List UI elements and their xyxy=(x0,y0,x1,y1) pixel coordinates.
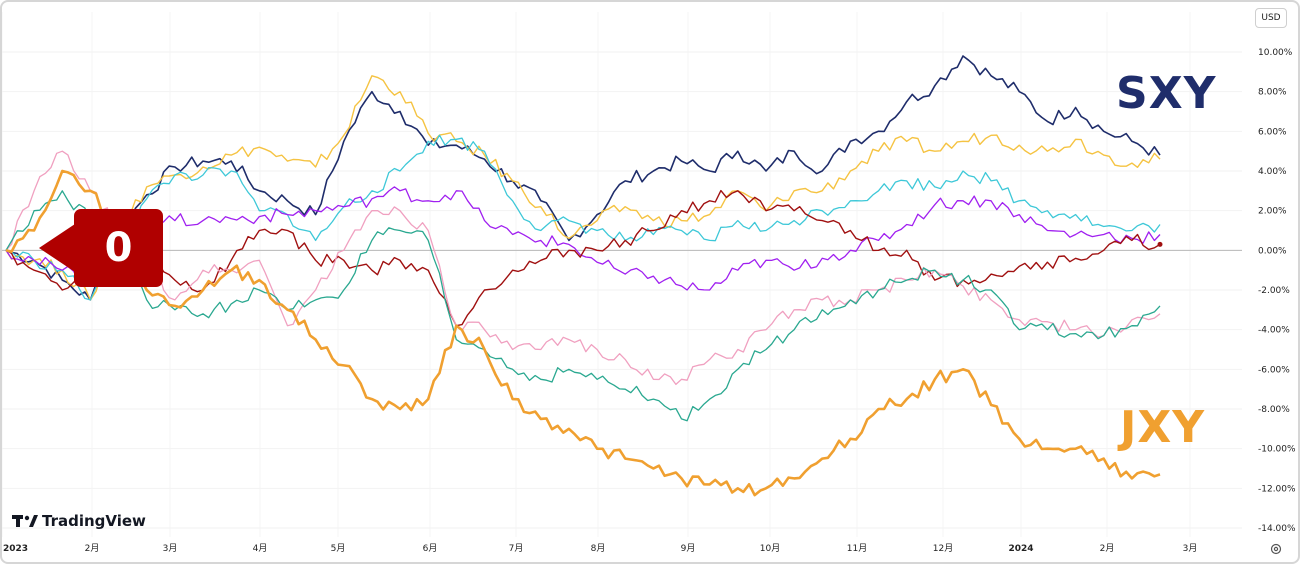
x-tick-label: 11月 xyxy=(847,543,867,554)
series-line-2 xyxy=(5,134,1161,301)
series-lines xyxy=(5,55,1163,497)
x-tick-label: 7月 xyxy=(509,543,524,554)
series-line-4 xyxy=(5,189,1161,327)
y-axis: 10.00% 8.00% 6.00% 4.00% 2.00% 0.00% -2.00% -4.… xyxy=(1258,48,1296,534)
y-tick-label: 10.00% xyxy=(1258,48,1293,58)
x-tick-label: 3月 xyxy=(163,543,178,554)
x-tick-label: 6月 xyxy=(423,543,438,554)
y-tick-label: 0.00% xyxy=(1258,246,1287,256)
y-tick-label: 2.00% xyxy=(1258,207,1287,217)
x-tick-label: 8月 xyxy=(591,543,606,554)
series-line-3 xyxy=(5,186,1161,291)
x-tick-label: 2024 xyxy=(1008,544,1033,554)
series-line-6 xyxy=(5,190,1161,422)
callout-arrow xyxy=(39,224,75,272)
jxy-label: JXY xyxy=(1120,402,1206,453)
x-tick-label: 2月 xyxy=(85,543,100,554)
tradingview-mark-icon xyxy=(12,514,38,528)
x-tick-label: 5月 xyxy=(331,543,346,554)
y-tick-label: -8.00% xyxy=(1258,405,1290,415)
series-line-5 xyxy=(5,150,1161,386)
y-tick-label: -4.00% xyxy=(1258,326,1290,336)
y-tick-label: 8.00% xyxy=(1258,88,1287,98)
x-tick-label: 12月 xyxy=(933,543,953,554)
grid xyxy=(2,12,1242,537)
y-tick-label: 4.00% xyxy=(1258,167,1287,177)
x-tick-label: 2月 xyxy=(1100,543,1115,554)
x-tick-label: 4月 xyxy=(253,543,268,554)
currency-selector[interactable]: USD xyxy=(1255,8,1287,28)
y-tick-label: -14.00% xyxy=(1258,524,1296,534)
series-line-1 xyxy=(5,75,1161,301)
x-axis: 2023 2月 3月 4月 5月 6月 7月 8月 9月 10月 11月 12月 2024 2月 3月 xyxy=(3,543,1197,554)
y-tick-label: -6.00% xyxy=(1258,365,1290,375)
tradingview-logo[interactable]: TradingView xyxy=(12,512,146,530)
x-tick-label: 3月 xyxy=(1183,543,1198,554)
y-tick-label: -2.00% xyxy=(1258,286,1290,296)
y-tick-label: -10.00% xyxy=(1258,445,1296,455)
x-tick-label: 2023 xyxy=(3,544,28,554)
settings-gear-icon[interactable] xyxy=(1270,543,1282,555)
zero-callout: 0 xyxy=(74,209,163,287)
y-tick-label: 6.00% xyxy=(1258,127,1287,137)
series-end-marker xyxy=(1157,241,1163,247)
tradingview-wordmark: TradingView xyxy=(42,512,146,530)
series-line-jxy xyxy=(5,169,1161,497)
x-tick-label: 10月 xyxy=(760,543,780,554)
y-tick-label: -12.00% xyxy=(1258,484,1296,494)
x-tick-label: 9月 xyxy=(681,543,696,554)
sxy-label: SXY xyxy=(1116,68,1217,119)
series-line-sxy xyxy=(5,55,1161,301)
